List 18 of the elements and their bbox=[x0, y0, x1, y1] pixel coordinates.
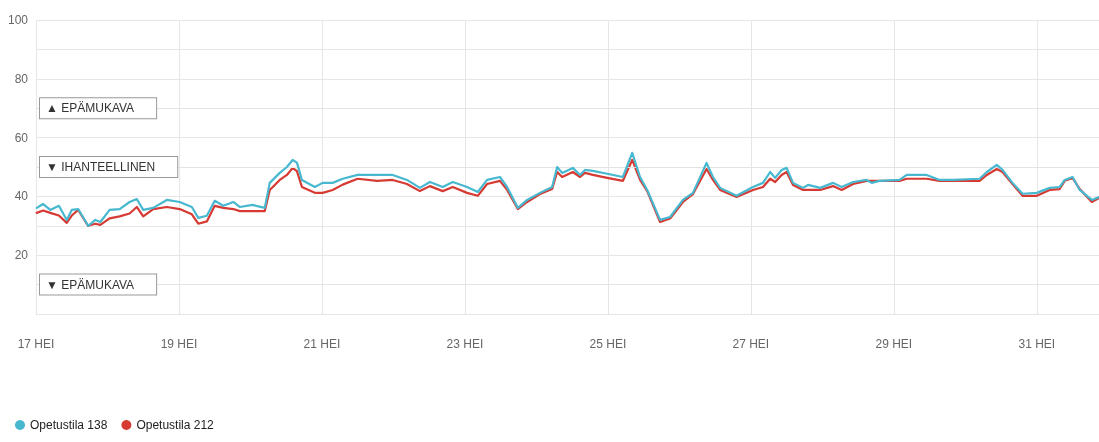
x-tick-label: 23 HEI bbox=[446, 337, 484, 351]
y-tick-label: 40 bbox=[14, 189, 29, 204]
x-tick-label: 21 HEI bbox=[303, 337, 341, 351]
legend-label: Opetustila 138 bbox=[30, 418, 108, 432]
legend-label: Opetustila 212 bbox=[136, 418, 215, 432]
y-tick-label: 80 bbox=[14, 71, 29, 86]
x-tick-label: 19 HEI bbox=[160, 337, 198, 351]
ref-line-label: ▲ EPÄMUKAVA bbox=[46, 101, 135, 116]
y-tick-label: 100 bbox=[7, 13, 29, 27]
ref-line-label: ▼ IHANTEELLINEN bbox=[46, 160, 156, 174]
x-tick-label: 31 HEI bbox=[1018, 337, 1056, 351]
x-tick-label: 25 HEI bbox=[589, 337, 627, 351]
x-tick-label: 27 HEI bbox=[732, 337, 770, 351]
x-tick-label: 29 HEI bbox=[875, 337, 913, 351]
ref-line-label: ▼ EPÄMUKAVA bbox=[46, 277, 135, 292]
x-tick-label: 17 HEI bbox=[17, 337, 55, 351]
y-tick-label: 20 bbox=[14, 248, 29, 263]
y-tick-label: 60 bbox=[14, 130, 29, 145]
